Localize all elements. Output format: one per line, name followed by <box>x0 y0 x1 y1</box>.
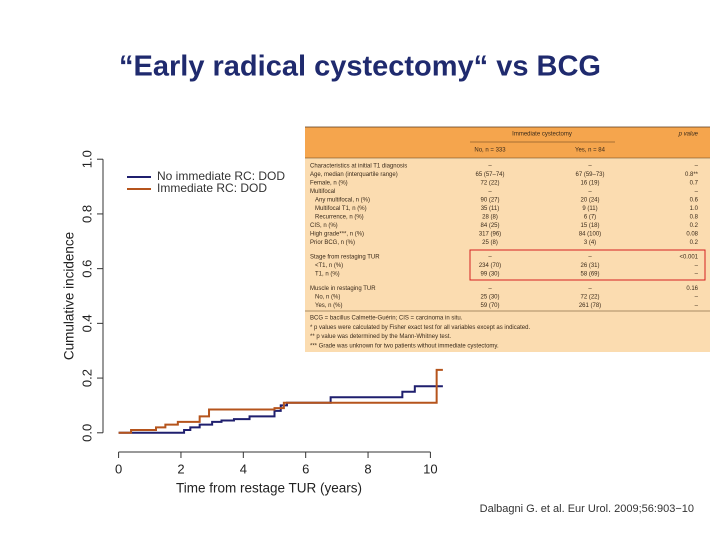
y-tick-label: 0.4 <box>79 314 94 332</box>
cell: 3 (4) <box>584 240 596 246</box>
row-label: Female, n (%) <box>310 181 348 187</box>
cell: 20 (24) <box>580 198 599 204</box>
cell: 6 (7) <box>584 215 596 221</box>
cell: 317 (96) <box>479 232 501 238</box>
cell: 25 (30) <box>480 295 499 301</box>
row-label: Recurrence, n (%) <box>315 215 364 221</box>
cell: 72 (22) <box>580 295 599 301</box>
cell: <0.001 <box>679 255 698 261</box>
x-tick-label: 6 <box>302 461 309 476</box>
row-label: Multifocal <box>310 189 335 195</box>
cell: 9 (11) <box>582 206 597 212</box>
y-tick-label: 0.6 <box>79 260 94 278</box>
row-label: No, n (%) <box>315 295 340 301</box>
row-label: Stage from restaging TUR <box>310 255 380 261</box>
row-label: T1, n (%) <box>315 272 340 278</box>
cell: 99 (30) <box>480 272 499 278</box>
step-line <box>118 368 443 434</box>
cell: 65 (57–74) <box>475 172 504 178</box>
cell: 28 (8) <box>482 215 498 221</box>
cell: – <box>588 164 592 170</box>
cell: – <box>695 263 699 269</box>
row-label: Yes, n (%) <box>315 303 342 309</box>
row-label: <T1, n (%) <box>315 263 343 269</box>
x-tick-label: 0 <box>115 461 122 476</box>
cell: – <box>695 272 699 278</box>
footnote: ** p value was determined by the Mann-Wh… <box>310 334 451 340</box>
legend-label: Immediate RC: DOD <box>157 181 267 195</box>
cell: – <box>488 164 492 170</box>
y-tick-label: 0.8 <box>79 205 94 223</box>
cell: – <box>588 255 592 261</box>
footnote: * p values were calculated by Fisher exa… <box>310 325 530 331</box>
row-label: Multifocal T1, n (%) <box>315 206 367 212</box>
x-tick-label: 8 <box>364 461 371 476</box>
cell: 25 (8) <box>482 240 498 246</box>
cell: 15 (18) <box>580 223 599 229</box>
cell: 1.0 <box>690 206 699 212</box>
cell: – <box>488 255 492 261</box>
cell: 58 (69) <box>580 272 599 278</box>
cell: 26 (31) <box>580 263 599 269</box>
cell: 0.7 <box>690 181 699 187</box>
x-tick-label: 2 <box>177 461 184 476</box>
row-label: Prior BCG, n (%) <box>310 240 355 246</box>
cell: 234 (70) <box>479 263 501 269</box>
cell: 67 (59–73) <box>575 172 604 178</box>
row-label: Muscle in restaging TUR <box>310 286 376 292</box>
cell: 84 (25) <box>480 223 499 229</box>
cell: 0.08 <box>686 232 698 238</box>
cell: 0.2 <box>690 240 699 246</box>
slide-title: “Early radical cystectomy“ vs BCG <box>119 51 601 83</box>
row-label: Age, median (interquartile range) <box>310 172 398 178</box>
cell: – <box>588 189 592 195</box>
cell: 0.8 <box>690 215 699 221</box>
cell: – <box>488 286 492 292</box>
cell: 0.6 <box>690 198 699 204</box>
cell: 59 (70) <box>480 303 499 309</box>
cell: – <box>695 164 699 170</box>
row-label: CIS, n (%) <box>310 223 338 229</box>
x-tick-label: 4 <box>240 461 247 476</box>
cell: – <box>695 295 699 301</box>
cell: – <box>695 303 699 309</box>
table-header-background <box>305 127 710 158</box>
step-line <box>118 385 443 434</box>
row-label: High grade***, n (%) <box>310 232 364 238</box>
cell: 0.2 <box>690 223 699 229</box>
cell: 84 (100) <box>579 232 601 238</box>
cell: – <box>488 189 492 195</box>
cell: – <box>695 189 699 195</box>
subheader: No, n = 333 <box>474 148 506 154</box>
cell: – <box>588 286 592 292</box>
cell: 16 (19) <box>580 181 599 187</box>
cell: 90 (27) <box>480 198 499 204</box>
row-label: Characteristics at initial T1 diagnosis <box>310 164 407 170</box>
chart: 0.0 0.2 0.4 0.6 0.8 1.0 0 2 4 6 8 10 Time from resta… <box>62 150 443 496</box>
highlight-box <box>469 249 706 281</box>
x-tick-label: 10 <box>423 461 437 476</box>
group-header: Immediate cystectomy <box>512 132 572 138</box>
citation: Dalbagni G. et al. Eur Urol. 2009;56:903… <box>480 503 694 515</box>
cell: 72 (22) <box>480 181 499 187</box>
row-label: Any multifocal, n (%) <box>315 198 370 204</box>
footnote: BCG = bacillus Calmette-Guérin; CIS = ca… <box>310 316 463 322</box>
y-tick-label: 1.0 <box>79 150 94 168</box>
legend-label: No immediate RC: DOD <box>157 169 285 183</box>
table: Immediate cystectomy p value No, n = 333 Ye… <box>305 126 710 352</box>
y-axis-label: Cumulative incidence <box>62 232 77 360</box>
cell: 261 (78) <box>579 303 601 309</box>
x-axis-label: Time from restage TUR (years) <box>176 481 362 496</box>
cell: 0.16 <box>686 286 698 292</box>
y-tick-label: 0.2 <box>79 369 94 387</box>
subheader: Yes, n = 84 <box>575 148 606 154</box>
cell: 35 (11) <box>481 206 500 212</box>
y-tick-label: 0.0 <box>79 424 94 442</box>
table-background <box>305 127 710 352</box>
footnote: *** Grade was unknown for two patients w… <box>310 343 499 349</box>
cell: 0.8** <box>685 172 699 178</box>
p-header: p value <box>678 132 699 138</box>
